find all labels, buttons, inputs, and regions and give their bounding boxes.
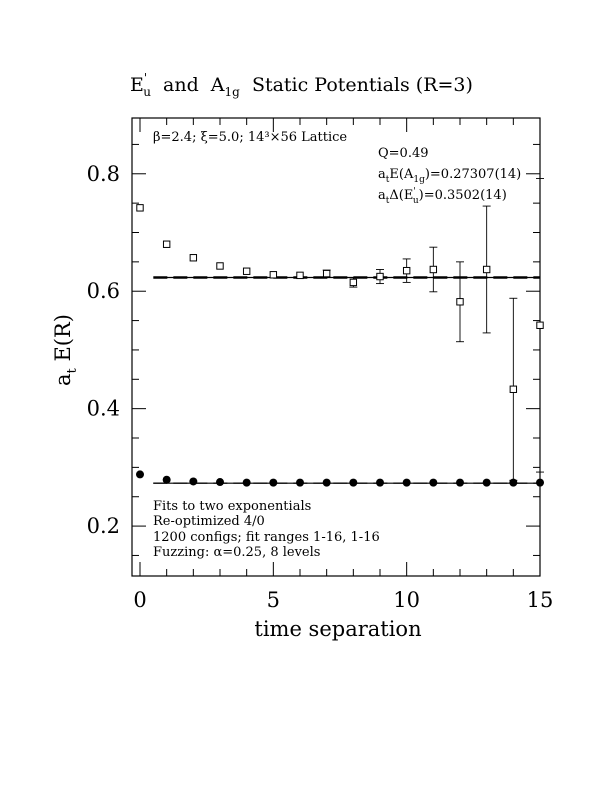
circle-point: [189, 477, 198, 486]
fit-lines: [153, 276, 540, 484]
y-tick-label: 0.6: [87, 279, 120, 303]
square-point: [429, 265, 438, 274]
footnote-line: Fuzzing: α=0.25, 8 levels: [153, 545, 320, 560]
footnote: Fits to two exponentials Re-optimized 4/…: [153, 499, 380, 560]
circle-point: [242, 478, 251, 487]
square-point: [189, 254, 198, 262]
circle-point: [216, 478, 224, 487]
eu-fit-annotation: atΔ(E' u)=0.3502(14): [378, 187, 507, 206]
x-tick-label: 5: [267, 588, 280, 612]
square-point: [242, 267, 251, 275]
tick-labels: 0.2 0.4 0.6 0.8 0 5 10 15: [87, 162, 554, 612]
square-point: [349, 278, 358, 287]
square-point: [296, 271, 304, 280]
circle-point: [429, 478, 438, 487]
circle-point: [296, 478, 304, 487]
square-point: [536, 321, 544, 329]
circle-point: [482, 478, 491, 487]
square-point: [376, 272, 384, 281]
circle-point: [509, 478, 518, 487]
footnote-line: Fits to two exponentials: [153, 499, 311, 514]
circle-point: [376, 478, 384, 487]
y-axis-label: at E(R): [51, 314, 80, 386]
square-point: [509, 385, 518, 393]
square-point: [136, 204, 144, 212]
square-point: [269, 271, 278, 279]
square-point: [322, 269, 331, 278]
axis-ticks: [132, 118, 541, 576]
footnote-line: 1200 configs; fit ranges 1-16, 1-16: [153, 530, 380, 545]
circle-point: [536, 478, 544, 487]
square-point: [162, 240, 171, 248]
data-points: [136, 178, 544, 487]
chart-title: E' u and A1g Static Potentials (R=3): [130, 71, 473, 99]
footnote-line: Re-optimized 4/0: [153, 514, 265, 529]
x-axis-label: time separation: [254, 617, 421, 641]
x-tick-label: 15: [527, 588, 554, 612]
circle-point: [349, 478, 358, 487]
y-tick-label: 0.8: [87, 162, 120, 186]
circle-point: [402, 478, 411, 487]
circle-point: [162, 475, 171, 484]
x-tick-label: 0: [133, 588, 146, 612]
square-point: [402, 266, 411, 275]
circle-point: [136, 470, 144, 479]
q-annotation: Q=0.49: [378, 146, 429, 161]
y-tick-label: 0.4: [87, 397, 120, 421]
square-point: [482, 265, 491, 274]
lattice-annotation: β=2.4; ξ=5.0; 14³×56 Lattice: [153, 130, 347, 145]
y-tick-label: 0.2: [87, 514, 120, 538]
square-point: [216, 262, 224, 270]
circle-point: [269, 478, 278, 487]
x-tick-label: 10: [393, 588, 420, 612]
circle-point: [456, 478, 464, 487]
square-point: [456, 298, 464, 306]
a1g-fit-annotation: atE(A1g)=0.27307(14): [378, 167, 521, 185]
circle-point: [322, 478, 331, 487]
